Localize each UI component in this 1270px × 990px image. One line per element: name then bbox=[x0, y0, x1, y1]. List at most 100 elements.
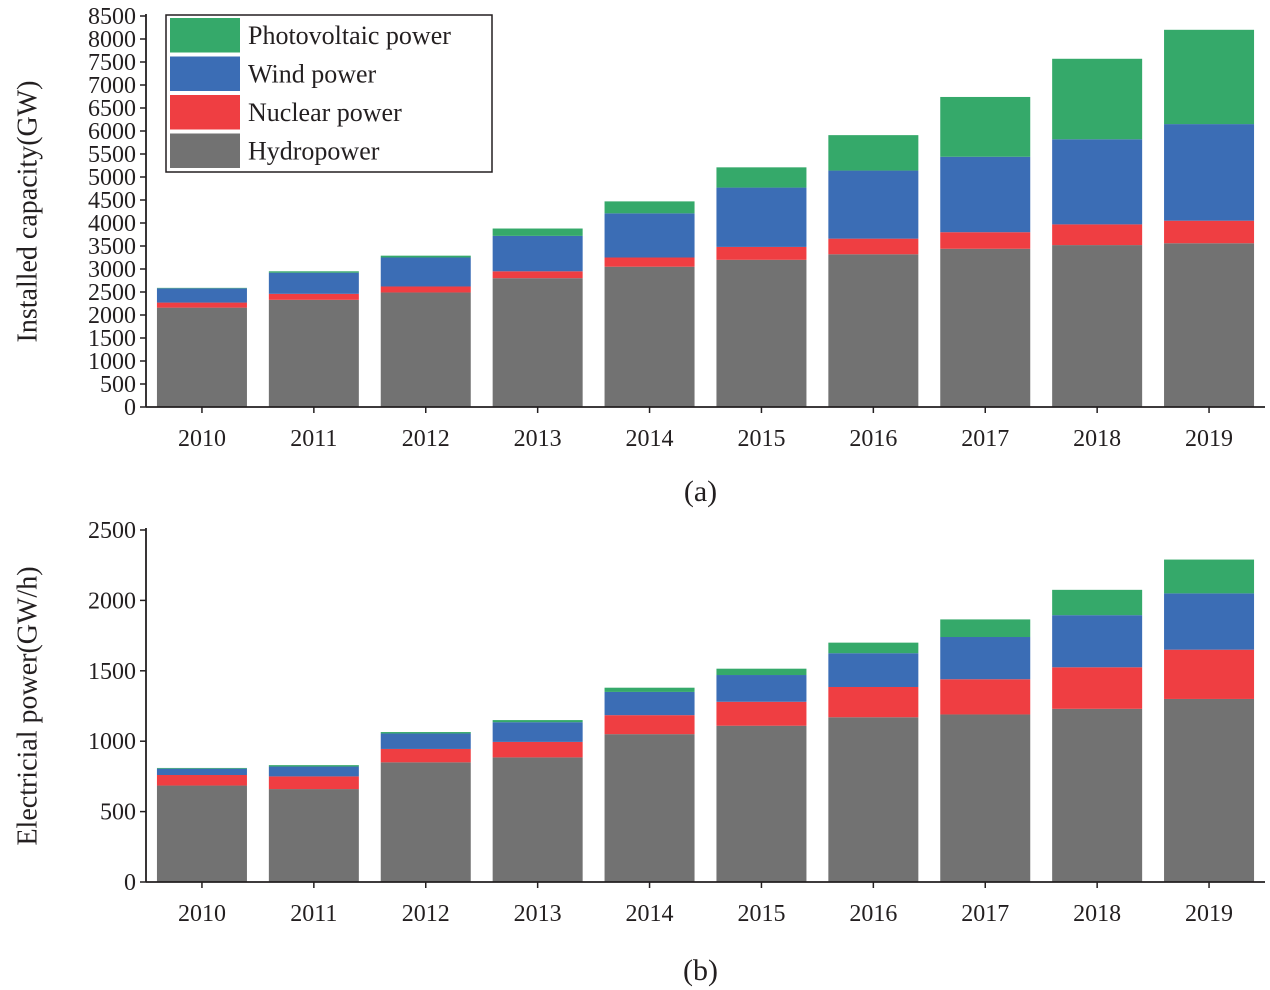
bar-hydropower-2011 bbox=[268, 789, 359, 882]
y-axis-title: Electricial power(GW/h) bbox=[12, 566, 43, 845]
y-tick-label-2500: 2500 bbox=[88, 518, 136, 544]
bar-photovoltaic-power-2012 bbox=[380, 732, 471, 734]
bar-wind-power-2011 bbox=[268, 766, 359, 777]
bar-nuclear-power-2019 bbox=[1164, 649, 1255, 699]
legend-swatch-hydropower bbox=[170, 133, 240, 168]
x-tick-label-2012: 2012 bbox=[402, 901, 450, 927]
y-tick-label-5500: 5500 bbox=[88, 142, 136, 168]
y-tick-label-7500: 7500 bbox=[88, 50, 136, 76]
bar-nuclear-power-2010 bbox=[156, 302, 247, 308]
bar-nuclear-power-2014 bbox=[604, 257, 695, 267]
bar-nuclear-power-2012 bbox=[380, 748, 471, 763]
chart-caption: (b) bbox=[683, 954, 718, 987]
bar-nuclear-power-2015 bbox=[716, 246, 807, 260]
x-tick-label-2017: 2017 bbox=[961, 426, 1009, 452]
bars bbox=[156, 559, 1255, 882]
x-tick-label-2016: 2016 bbox=[849, 426, 897, 452]
bar-hydropower-2010 bbox=[156, 785, 247, 882]
x-tick-label-2011: 2011 bbox=[290, 901, 337, 927]
bar-wind-power-2012 bbox=[380, 733, 471, 749]
bar-wind-power-2013 bbox=[492, 235, 583, 272]
bar-photovoltaic-power-2019 bbox=[1164, 29, 1255, 125]
bar-wind-power-2016 bbox=[828, 653, 919, 687]
bar-hydropower-2019 bbox=[1164, 243, 1255, 407]
y-tick-label-6000: 6000 bbox=[88, 119, 136, 145]
x-tick-label-2014: 2014 bbox=[626, 901, 674, 927]
y-tick-label-4500: 4500 bbox=[88, 188, 136, 214]
x-tick-label-2017: 2017 bbox=[961, 901, 1009, 927]
bar-wind-power-2015 bbox=[716, 187, 807, 247]
y-tick-label-1000: 1000 bbox=[88, 349, 136, 375]
y-tick-label-500: 500 bbox=[100, 800, 136, 826]
x-tick-label-2018: 2018 bbox=[1073, 901, 1121, 927]
bar-hydropower-2016 bbox=[828, 717, 919, 882]
y-tick-label-8000: 8000 bbox=[88, 27, 136, 53]
bar-wind-power-2017 bbox=[940, 156, 1031, 233]
bar-nuclear-power-2011 bbox=[268, 776, 359, 790]
y-tick-label-1500: 1500 bbox=[88, 659, 136, 685]
bar-photovoltaic-power-2017 bbox=[940, 96, 1031, 157]
bar-nuclear-power-2014 bbox=[604, 715, 695, 735]
bar-photovoltaic-power-2015 bbox=[716, 167, 807, 188]
bars bbox=[156, 29, 1255, 407]
bar-nuclear-power-2013 bbox=[492, 271, 583, 279]
bar-nuclear-power-2011 bbox=[268, 293, 359, 300]
y-tick-label-3000: 3000 bbox=[88, 257, 136, 283]
bar-wind-power-2017 bbox=[940, 637, 1031, 680]
x-tick-label-2014: 2014 bbox=[626, 426, 674, 452]
bar-wind-power-2014 bbox=[604, 213, 695, 258]
bar-nuclear-power-2017 bbox=[940, 232, 1031, 249]
legend-label-nuclear-power: Nuclear power bbox=[248, 98, 402, 127]
x-tick-label-2019: 2019 bbox=[1185, 426, 1233, 452]
bar-hydropower-2010 bbox=[156, 307, 247, 407]
bar-wind-power-2015 bbox=[716, 675, 807, 702]
y-tick-label-1000: 1000 bbox=[88, 729, 136, 755]
y-tick-label-2500: 2500 bbox=[88, 280, 136, 306]
bar-hydropower-2017 bbox=[940, 714, 1031, 882]
y-tick-label-2000: 2000 bbox=[88, 303, 136, 329]
bar-photovoltaic-power-2012 bbox=[380, 255, 471, 258]
x-tick-label-2013: 2013 bbox=[514, 901, 562, 927]
x-tick-label-2013: 2013 bbox=[514, 426, 562, 452]
x-tick-label-2015: 2015 bbox=[737, 901, 785, 927]
y-tick-label-5000: 5000 bbox=[88, 165, 136, 191]
bar-hydropower-2014 bbox=[604, 734, 695, 882]
bar-photovoltaic-power-2015 bbox=[716, 668, 807, 676]
bar-hydropower-2011 bbox=[268, 299, 359, 407]
bar-hydropower-2018 bbox=[1052, 708, 1143, 882]
bar-wind-power-2010 bbox=[156, 288, 247, 303]
bar-hydropower-2012 bbox=[380, 762, 471, 882]
legend-swatch-photovoltaic-power bbox=[170, 18, 240, 53]
bar-wind-power-2012 bbox=[380, 257, 471, 287]
bar-nuclear-power-2013 bbox=[492, 741, 583, 758]
chart-installed-capacity: 2010 2011 2012 2013 2014 2015 2016 2017 2018 2019… bbox=[12, 4, 1265, 508]
bar-hydropower-2019 bbox=[1164, 698, 1255, 882]
bar-hydropower-2015 bbox=[716, 725, 807, 882]
x-tick-label-2010: 2010 bbox=[178, 901, 226, 927]
bar-wind-power-2018 bbox=[1052, 139, 1143, 225]
bar-nuclear-power-2018 bbox=[1052, 667, 1143, 709]
legend-label-wind-power: Wind power bbox=[248, 60, 377, 89]
bar-nuclear-power-2019 bbox=[1164, 220, 1255, 244]
bar-photovoltaic-power-2016 bbox=[828, 135, 919, 171]
y-tick-label-7000: 7000 bbox=[88, 73, 136, 99]
y-tick-label-6500: 6500 bbox=[88, 96, 136, 122]
bar-nuclear-power-2010 bbox=[156, 774, 247, 786]
bar-photovoltaic-power-2013 bbox=[492, 228, 583, 236]
legend: Photovoltaic power Wind power Nuclear powe… bbox=[165, 14, 493, 173]
y-tick-label-4000: 4000 bbox=[88, 211, 136, 237]
bar-photovoltaic-power-2018 bbox=[1052, 58, 1143, 140]
y-tick-label-8500: 8500 bbox=[88, 4, 136, 30]
bar-wind-power-2019 bbox=[1164, 593, 1255, 650]
bar-nuclear-power-2012 bbox=[380, 286, 471, 293]
bar-wind-power-2016 bbox=[828, 170, 919, 239]
bar-nuclear-power-2016 bbox=[828, 686, 919, 718]
bar-nuclear-power-2017 bbox=[940, 679, 1031, 715]
legend-label-hydropower: Hydropower bbox=[248, 137, 380, 166]
bar-photovoltaic-power-2011 bbox=[268, 271, 359, 273]
legend-swatch-nuclear-power bbox=[170, 95, 240, 130]
bar-nuclear-power-2016 bbox=[828, 238, 919, 255]
bar-photovoltaic-power-2013 bbox=[492, 720, 583, 723]
bar-photovoltaic-power-2014 bbox=[604, 687, 695, 692]
y-tick-label-2000: 2000 bbox=[88, 588, 136, 614]
